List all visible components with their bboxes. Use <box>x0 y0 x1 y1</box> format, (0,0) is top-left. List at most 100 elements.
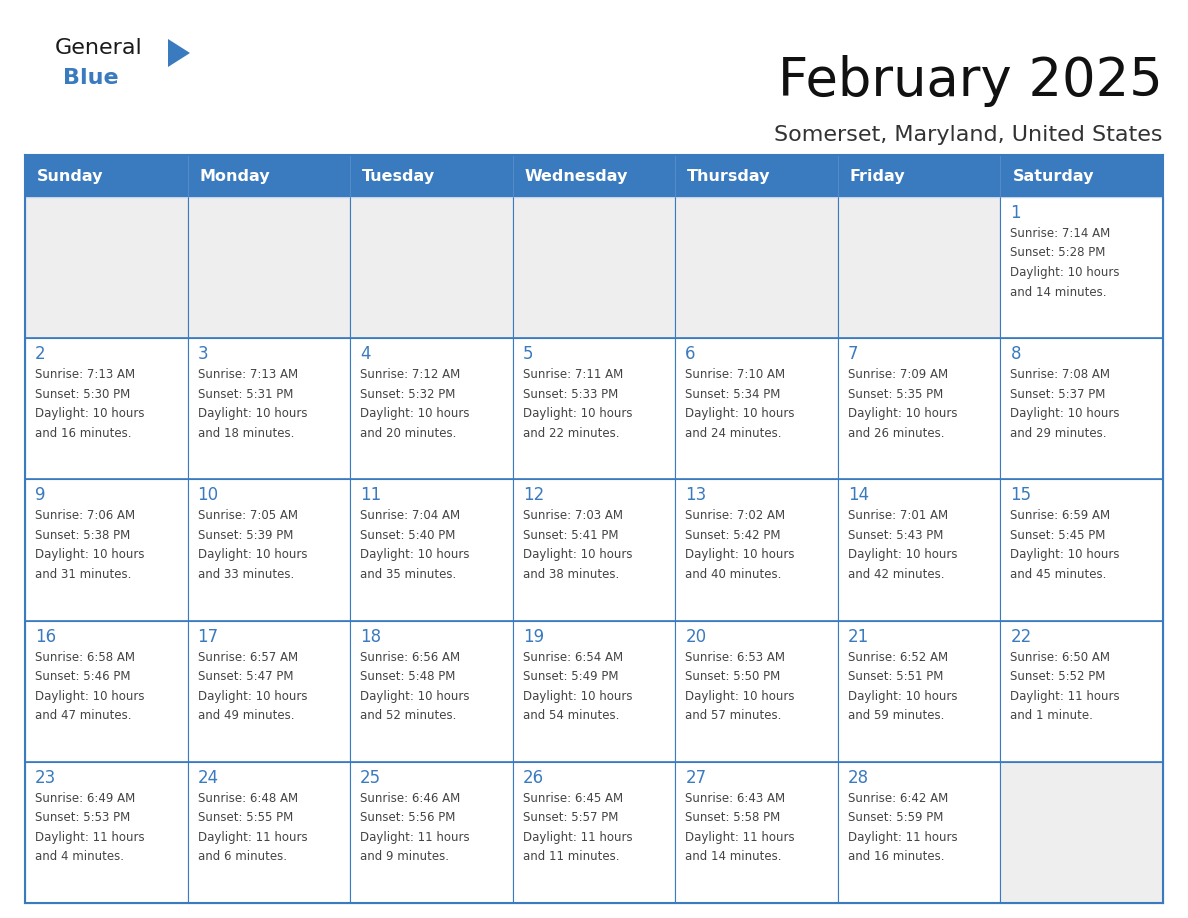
Text: Sunset: 5:58 PM: Sunset: 5:58 PM <box>685 812 781 824</box>
Text: 5: 5 <box>523 345 533 364</box>
Text: Sunrise: 6:46 AM: Sunrise: 6:46 AM <box>360 792 461 805</box>
Text: Daylight: 11 hours: Daylight: 11 hours <box>523 831 632 844</box>
Text: Sunset: 5:45 PM: Sunset: 5:45 PM <box>1011 529 1106 542</box>
Text: Sunset: 5:56 PM: Sunset: 5:56 PM <box>360 812 455 824</box>
Text: and 38 minutes.: and 38 minutes. <box>523 568 619 581</box>
Text: Sunset: 5:40 PM: Sunset: 5:40 PM <box>360 529 455 542</box>
FancyBboxPatch shape <box>350 621 513 762</box>
Text: Daylight: 10 hours: Daylight: 10 hours <box>685 548 795 562</box>
Text: Sunrise: 7:06 AM: Sunrise: 7:06 AM <box>34 509 135 522</box>
FancyBboxPatch shape <box>838 197 1000 338</box>
Text: Sunrise: 7:14 AM: Sunrise: 7:14 AM <box>1011 227 1111 240</box>
Text: Sunset: 5:33 PM: Sunset: 5:33 PM <box>523 387 618 400</box>
FancyBboxPatch shape <box>188 621 350 762</box>
Text: 14: 14 <box>848 487 868 504</box>
Text: Daylight: 10 hours: Daylight: 10 hours <box>360 408 469 420</box>
Text: Sunset: 5:30 PM: Sunset: 5:30 PM <box>34 387 131 400</box>
Text: Daylight: 10 hours: Daylight: 10 hours <box>197 689 307 702</box>
Text: Sunrise: 6:45 AM: Sunrise: 6:45 AM <box>523 792 623 805</box>
FancyBboxPatch shape <box>838 479 1000 621</box>
Text: Sunset: 5:35 PM: Sunset: 5:35 PM <box>848 387 943 400</box>
FancyBboxPatch shape <box>25 479 188 621</box>
FancyBboxPatch shape <box>188 479 350 621</box>
Text: Sunset: 5:47 PM: Sunset: 5:47 PM <box>197 670 293 683</box>
FancyBboxPatch shape <box>1000 762 1163 903</box>
Text: and 35 minutes.: and 35 minutes. <box>360 568 456 581</box>
FancyBboxPatch shape <box>25 621 188 762</box>
FancyBboxPatch shape <box>838 338 1000 479</box>
Text: Sunrise: 7:01 AM: Sunrise: 7:01 AM <box>848 509 948 522</box>
Text: Sunset: 5:41 PM: Sunset: 5:41 PM <box>523 529 618 542</box>
FancyBboxPatch shape <box>513 155 675 197</box>
Text: and 1 minute.: and 1 minute. <box>1011 709 1093 722</box>
Text: 10: 10 <box>197 487 219 504</box>
Text: Sunset: 5:53 PM: Sunset: 5:53 PM <box>34 812 131 824</box>
FancyBboxPatch shape <box>675 621 838 762</box>
Text: Daylight: 10 hours: Daylight: 10 hours <box>34 689 145 702</box>
Text: Daylight: 10 hours: Daylight: 10 hours <box>34 408 145 420</box>
Text: Sunrise: 7:02 AM: Sunrise: 7:02 AM <box>685 509 785 522</box>
Text: and 40 minutes.: and 40 minutes. <box>685 568 782 581</box>
FancyBboxPatch shape <box>350 479 513 621</box>
FancyBboxPatch shape <box>675 155 838 197</box>
Text: and 33 minutes.: and 33 minutes. <box>197 568 293 581</box>
Text: General: General <box>55 38 143 58</box>
FancyBboxPatch shape <box>675 338 838 479</box>
FancyBboxPatch shape <box>1000 621 1163 762</box>
Text: Sunrise: 7:13 AM: Sunrise: 7:13 AM <box>197 368 298 381</box>
Text: Daylight: 10 hours: Daylight: 10 hours <box>360 689 469 702</box>
Text: Sunset: 5:42 PM: Sunset: 5:42 PM <box>685 529 781 542</box>
Text: and 49 minutes.: and 49 minutes. <box>197 709 295 722</box>
Text: Sunrise: 6:48 AM: Sunrise: 6:48 AM <box>197 792 298 805</box>
Text: Daylight: 10 hours: Daylight: 10 hours <box>197 408 307 420</box>
Text: Sunset: 5:55 PM: Sunset: 5:55 PM <box>197 812 292 824</box>
Text: Sunset: 5:57 PM: Sunset: 5:57 PM <box>523 812 618 824</box>
Text: Sunrise: 6:57 AM: Sunrise: 6:57 AM <box>197 651 298 664</box>
Text: and 16 minutes.: and 16 minutes. <box>848 850 944 863</box>
FancyBboxPatch shape <box>513 338 675 479</box>
Text: Sunrise: 7:11 AM: Sunrise: 7:11 AM <box>523 368 623 381</box>
Text: 20: 20 <box>685 628 707 645</box>
Text: Sunrise: 7:12 AM: Sunrise: 7:12 AM <box>360 368 461 381</box>
Text: 27: 27 <box>685 768 707 787</box>
Text: Monday: Monday <box>200 169 270 184</box>
Text: 28: 28 <box>848 768 868 787</box>
Text: Blue: Blue <box>63 68 119 88</box>
Text: Sunset: 5:51 PM: Sunset: 5:51 PM <box>848 670 943 683</box>
Text: Daylight: 10 hours: Daylight: 10 hours <box>523 408 632 420</box>
Text: Sunrise: 7:10 AM: Sunrise: 7:10 AM <box>685 368 785 381</box>
Text: February 2025: February 2025 <box>778 55 1163 107</box>
Text: Friday: Friday <box>849 169 905 184</box>
Text: Sunrise: 7:08 AM: Sunrise: 7:08 AM <box>1011 368 1111 381</box>
FancyBboxPatch shape <box>25 155 188 197</box>
Text: Daylight: 10 hours: Daylight: 10 hours <box>685 408 795 420</box>
Polygon shape <box>168 39 190 67</box>
Text: Sunset: 5:43 PM: Sunset: 5:43 PM <box>848 529 943 542</box>
Text: Daylight: 10 hours: Daylight: 10 hours <box>848 408 958 420</box>
Text: Daylight: 10 hours: Daylight: 10 hours <box>34 548 145 562</box>
Text: Sunrise: 7:09 AM: Sunrise: 7:09 AM <box>848 368 948 381</box>
Text: Sunrise: 6:58 AM: Sunrise: 6:58 AM <box>34 651 135 664</box>
Text: Sunrise: 6:52 AM: Sunrise: 6:52 AM <box>848 651 948 664</box>
Text: and 42 minutes.: and 42 minutes. <box>848 568 944 581</box>
Text: 18: 18 <box>360 628 381 645</box>
Text: Daylight: 11 hours: Daylight: 11 hours <box>685 831 795 844</box>
FancyBboxPatch shape <box>25 338 188 479</box>
Text: Sunset: 5:32 PM: Sunset: 5:32 PM <box>360 387 455 400</box>
Text: 7: 7 <box>848 345 859 364</box>
Text: 3: 3 <box>197 345 208 364</box>
FancyBboxPatch shape <box>25 197 188 338</box>
Text: Daylight: 11 hours: Daylight: 11 hours <box>34 831 145 844</box>
Text: Sunset: 5:50 PM: Sunset: 5:50 PM <box>685 670 781 683</box>
FancyBboxPatch shape <box>675 197 838 338</box>
Text: Sunrise: 6:53 AM: Sunrise: 6:53 AM <box>685 651 785 664</box>
Text: 26: 26 <box>523 768 544 787</box>
Text: 15: 15 <box>1011 487 1031 504</box>
Text: and 6 minutes.: and 6 minutes. <box>197 850 286 863</box>
Text: Tuesday: Tuesday <box>362 169 435 184</box>
Text: 1: 1 <box>1011 204 1020 222</box>
Text: 17: 17 <box>197 628 219 645</box>
Text: Sunset: 5:52 PM: Sunset: 5:52 PM <box>1011 670 1106 683</box>
FancyBboxPatch shape <box>188 762 350 903</box>
FancyBboxPatch shape <box>838 762 1000 903</box>
